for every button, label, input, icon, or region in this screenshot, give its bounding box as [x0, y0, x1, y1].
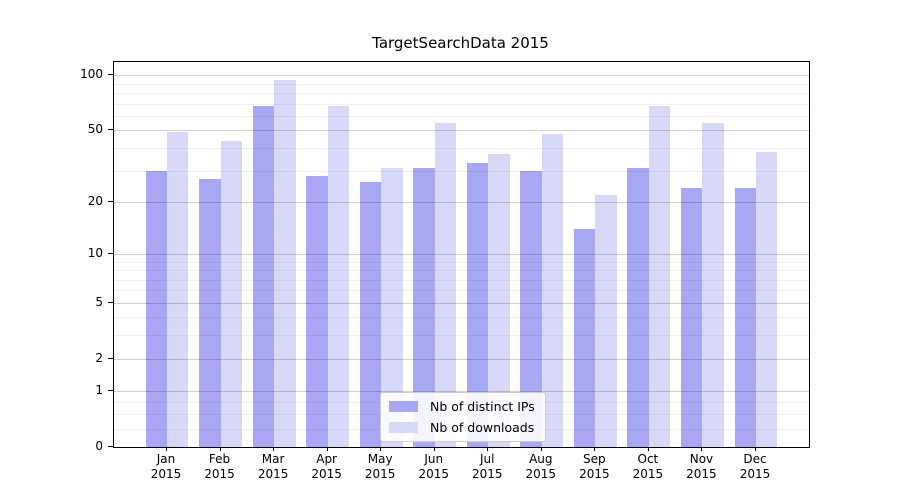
major-gridline — [114, 302, 809, 304]
bar-downloads-dec — [755, 152, 778, 447]
y-tick-label: 10 — [87, 245, 103, 260]
minor-gridline — [114, 270, 809, 272]
x-tick-mark — [219, 447, 221, 451]
y-tick-label: 50 — [87, 122, 103, 137]
bar-distinct-ips-jan — [145, 170, 167, 447]
minor-gridline — [114, 170, 809, 172]
y-tick-mark — [108, 252, 113, 254]
minor-gridline — [114, 290, 809, 292]
bar-distinct-ips-jun — [413, 167, 435, 447]
x-tick-mark — [487, 447, 489, 451]
x-tick-mark — [701, 447, 703, 451]
legend: Nb of distinct IPs Nb of downloads — [380, 392, 546, 442]
x-tick-mark — [647, 447, 649, 451]
legend-label: Nb of downloads — [430, 420, 535, 435]
minor-gridline — [114, 103, 809, 105]
bar-downloads-may — [381, 167, 403, 447]
x-tick-mark — [594, 447, 596, 451]
bar-distinct-ips-nov — [681, 187, 703, 447]
x-tick-label-aug: Aug 2015 — [525, 452, 557, 481]
y-tick-label: 2 — [95, 350, 103, 365]
y-tick-mark — [108, 129, 113, 131]
x-tick-mark — [433, 447, 435, 451]
bar-downloads-apr — [327, 106, 350, 447]
minor-gridline — [114, 83, 809, 85]
minor-gridline — [114, 335, 809, 337]
legend-row: Nb of distinct IPs — [389, 399, 535, 414]
bar-downloads-jan — [167, 132, 189, 447]
x-tick-label-oct: Oct 2015 — [632, 452, 664, 481]
minor-gridline — [114, 93, 809, 95]
x-tick-label-jul: Jul 2015 — [471, 452, 503, 481]
bar-distinct-ips-aug — [520, 170, 542, 447]
major-gridline — [114, 253, 809, 255]
x-tick-label-nov: Nov 2015 — [686, 452, 717, 481]
bar-downloads-nov — [702, 122, 724, 447]
bar-distinct-ips-dec — [734, 187, 756, 447]
bar-downloads-mar — [274, 79, 296, 447]
major-gridline — [114, 391, 809, 393]
y-tick-mark — [108, 446, 113, 447]
y-tick-mark — [108, 357, 113, 359]
bar-distinct-ips-sep — [573, 228, 596, 447]
x-tick-label-dec: Dec 2015 — [739, 452, 771, 481]
major-gridline — [114, 201, 809, 203]
minor-gridline — [114, 147, 809, 149]
bar-downloads-jul — [488, 154, 510, 447]
x-tick-mark — [326, 447, 328, 451]
bar-distinct-ips-jul — [466, 163, 489, 447]
plot-area — [113, 61, 810, 448]
y-tick-label: 0 — [95, 439, 103, 453]
x-tick-label-sep: Sep 2015 — [579, 452, 610, 481]
bar-distinct-ips-may — [359, 181, 382, 447]
y-tick-label: 1 — [95, 383, 103, 398]
y-tick-mark — [108, 301, 113, 303]
legend-swatch — [389, 422, 418, 433]
chart-title: TargetSearchData 2015 — [372, 34, 549, 52]
bar-downloads-aug — [541, 133, 564, 447]
x-tick-mark — [166, 447, 167, 451]
bar-downloads-sep — [595, 194, 617, 447]
bar-downloads-feb — [220, 140, 242, 447]
minor-gridline — [114, 317, 809, 319]
x-tick-label-jun: Jun 2015 — [418, 452, 449, 481]
minor-gridline — [114, 279, 809, 281]
y-tick-mark — [108, 390, 113, 392]
y-tick-label: 100 — [80, 67, 103, 82]
legend-label: Nb of distinct IPs — [430, 399, 535, 414]
x-tick-mark — [380, 447, 382, 451]
bar-distinct-ips-oct — [627, 167, 649, 447]
y-tick-label: 5 — [95, 294, 103, 309]
bar-downloads-jun — [434, 122, 457, 447]
minor-gridline — [114, 261, 809, 263]
x-tick-label-apr: Apr 2015 — [311, 452, 342, 481]
bar-distinct-ips-feb — [199, 178, 221, 447]
major-gridline — [114, 358, 809, 360]
x-tick-label-may: May 2015 — [364, 452, 396, 481]
x-tick-label-feb: Feb 2015 — [204, 452, 235, 481]
minor-gridline — [114, 116, 809, 117]
x-tick-label-mar: Mar 2015 — [257, 452, 289, 481]
y-tick-mark — [108, 74, 113, 76]
major-gridline — [114, 75, 809, 77]
bar-distinct-ips-apr — [306, 175, 328, 447]
x-tick-label-jan: Jan 2015 — [150, 452, 182, 481]
bar-distinct-ips-mar — [252, 106, 275, 447]
x-tick-mark — [754, 447, 756, 451]
major-gridline — [114, 130, 809, 132]
y-tick-label: 20 — [87, 193, 103, 208]
bar-downloads-oct — [648, 106, 671, 447]
legend-row: Nb of downloads — [389, 420, 535, 435]
x-tick-mark — [273, 447, 275, 451]
x-tick-mark — [540, 447, 542, 451]
legend-swatch — [389, 401, 418, 412]
y-tick-mark — [108, 200, 113, 202]
